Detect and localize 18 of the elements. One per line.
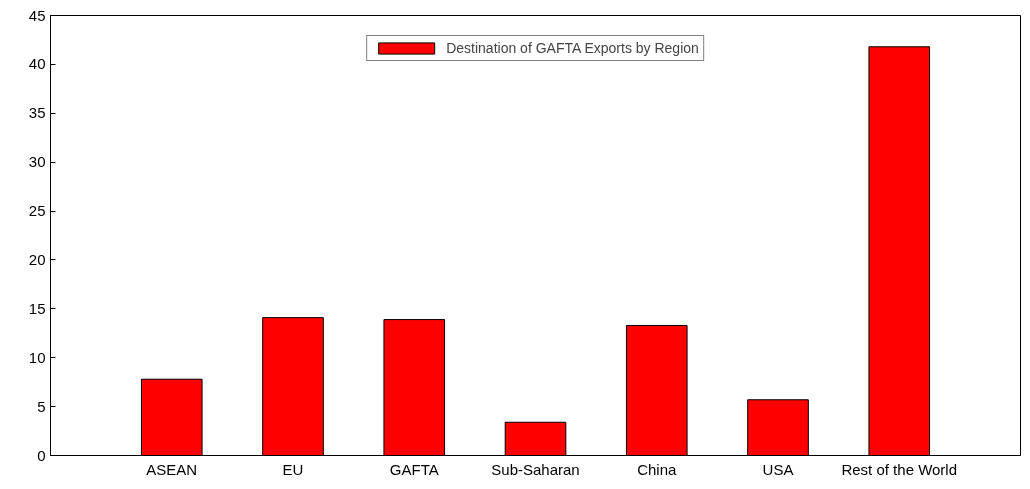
y-tick-label: 15 [28,299,46,317]
x-tick-label: GAFTA [389,460,439,478]
y-tick-label: 0 [37,446,46,464]
x-tick-label: Sub-Saharan [491,460,580,478]
x-tick-label: ASEAN [146,460,198,478]
x-tick-label: China [637,460,677,478]
x-tick-label: Rest of the World [841,460,958,478]
y-tick-label: 25 [28,202,46,220]
y-tick-label: 10 [28,348,46,366]
y-tick-label: 35 [28,104,46,122]
y-tick-label: 20 [28,250,46,268]
y-tick-label: 40 [28,55,46,73]
y-tick-label: 5 [37,397,46,415]
x-tick-label: USA [762,460,794,478]
x-tick-label: EU [282,460,304,478]
y-tick-label: 30 [28,153,46,171]
legend-label: Destination of GAFTA Exports by Region [446,40,699,56]
y-tick-label: 45 [28,6,46,24]
